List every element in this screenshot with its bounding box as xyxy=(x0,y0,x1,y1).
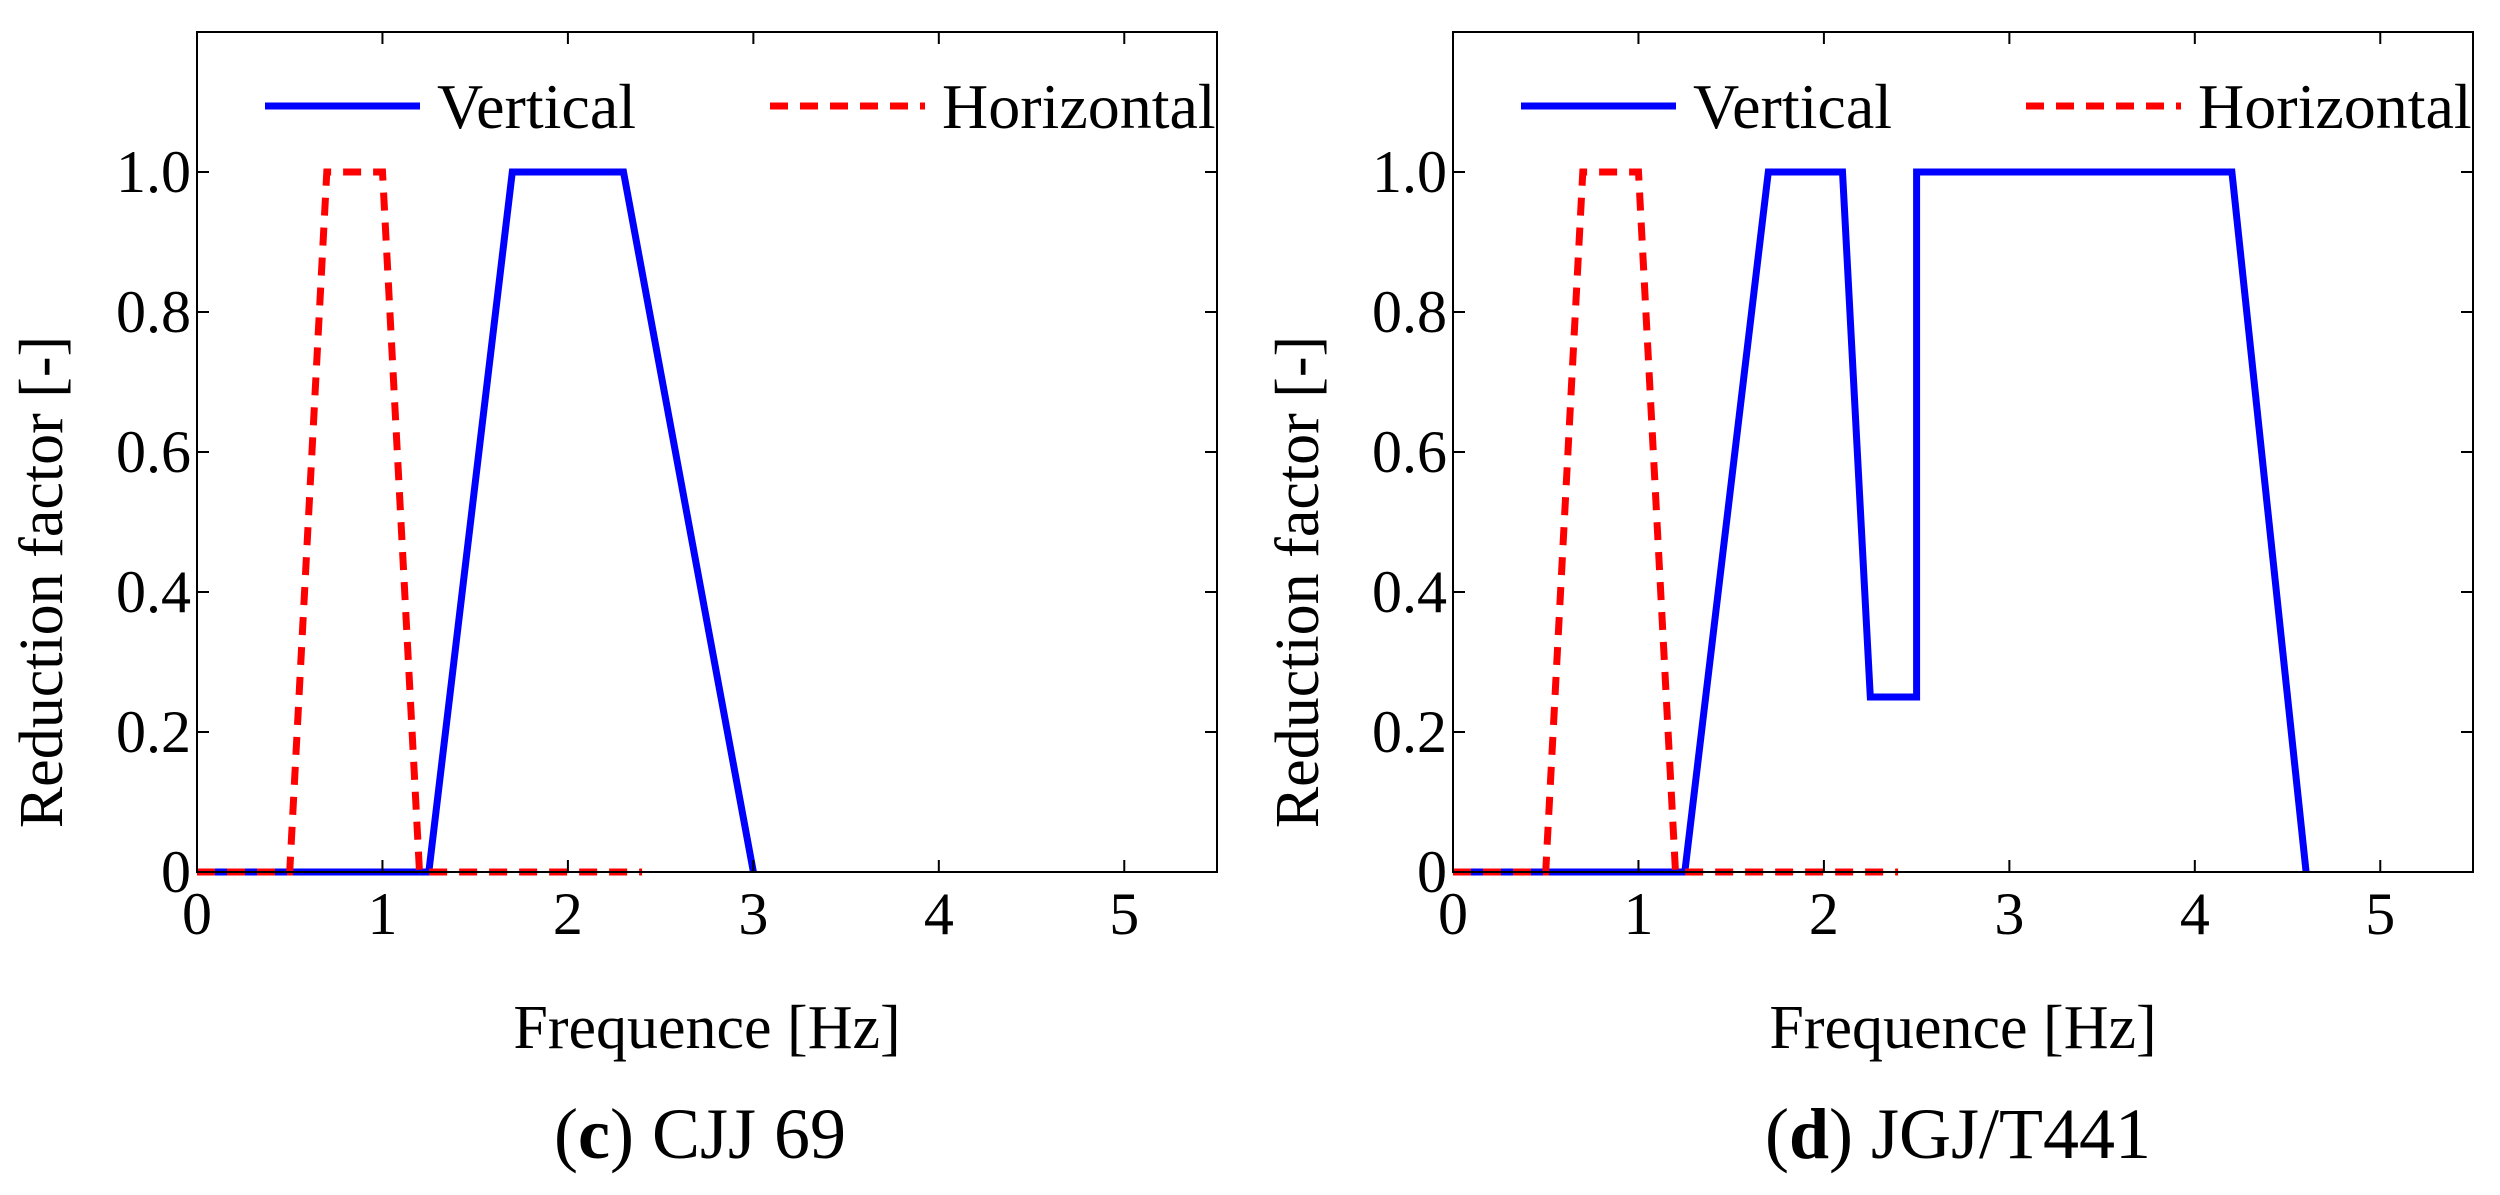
legend: Vertical Horizontal xyxy=(1521,71,2472,142)
x-tick-label: 5 xyxy=(1109,881,1139,947)
x-tick-label: 0 xyxy=(182,881,212,947)
x-axis-label: Frequence [Hz] xyxy=(1769,994,2156,1062)
y-tick-label: 1.0 xyxy=(116,139,191,205)
y-tick-label: 0.6 xyxy=(116,419,191,485)
plot-frame xyxy=(1452,31,2474,873)
y-tick-label: 0.8 xyxy=(116,279,191,345)
x-tick-label: 3 xyxy=(1994,881,2024,947)
series-line-vertical xyxy=(1453,168,2310,876)
y-axis-label: Reduction factor [-] xyxy=(1264,336,1332,828)
x-tick-label: 4 xyxy=(2180,881,2210,947)
caption-letter: d xyxy=(1789,1094,1829,1174)
x-tick-label: 2 xyxy=(553,881,583,947)
caption-paren-open: ( xyxy=(554,1094,578,1174)
chart-panel-d: 0 1 2 3 4 5 0 0.2 0.4 0.6 0.8 1.0 Frequence [Hz] Redu… xyxy=(1264,31,2474,1174)
caption-letter: c xyxy=(578,1094,610,1174)
caption-text: CJJ 69 xyxy=(652,1094,846,1174)
x-tick-label: 1 xyxy=(367,881,397,947)
y-tick-label: 0 xyxy=(1417,839,1447,905)
y-tick-label: 1.0 xyxy=(1372,139,1447,205)
legend: Vertical Horizontal xyxy=(265,71,1216,142)
panel-caption: (d) JGJ/T441 xyxy=(1765,1094,2151,1174)
x-tick-label: 2 xyxy=(1809,881,1839,947)
chart-panel-c: 0 1 2 3 4 5 0 0.2 0.4 0.6 0.8 1.0 Frequence [Hz] Redu… xyxy=(8,31,1218,1174)
y-tick-label: 0.4 xyxy=(1372,559,1447,625)
legend-label-horizontal: Horizontal xyxy=(2198,71,2472,142)
caption-paren-open: ( xyxy=(1765,1094,1789,1174)
series-line-horizontal xyxy=(1453,168,1899,876)
legend-label-vertical: Vertical xyxy=(1693,71,1892,142)
y-tick-label: 0.4 xyxy=(116,559,191,625)
panel-caption: (c) CJJ 69 xyxy=(554,1094,846,1174)
y-axis-label: Reduction factor [-] xyxy=(8,336,76,828)
y-tick-label: 0 xyxy=(161,839,191,905)
y-tick-label: 0.6 xyxy=(1372,419,1447,485)
legend-label-vertical: Vertical xyxy=(437,71,636,142)
x-tick-label: 4 xyxy=(924,881,954,947)
x-axis-label: Frequence [Hz] xyxy=(513,994,900,1062)
y-tick-label: 0.2 xyxy=(1372,699,1447,765)
caption-paren-close: ) xyxy=(1829,1094,1871,1174)
x-tick-label: 5 xyxy=(2365,881,2395,947)
x-tick-label: 0 xyxy=(1438,881,1468,947)
series-line-horizontal xyxy=(197,168,643,876)
y-tick-label: 0.8 xyxy=(1372,279,1447,345)
series-line-vertical xyxy=(197,168,757,876)
caption-text: JGJ/T441 xyxy=(1871,1094,2151,1174)
plot-frame xyxy=(196,31,1218,873)
y-tick-label: 0.2 xyxy=(116,699,191,765)
x-tick-label: 3 xyxy=(738,881,768,947)
caption-paren-close: ) xyxy=(610,1094,652,1174)
legend-label-horizontal: Horizontal xyxy=(942,71,1216,142)
x-tick-label: 1 xyxy=(1623,881,1653,947)
